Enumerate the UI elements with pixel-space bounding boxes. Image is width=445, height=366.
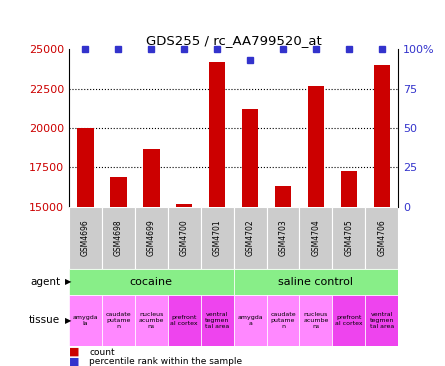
Bar [365, 207, 398, 269]
Text: prefront
al cortex: prefront al cortex [170, 315, 198, 326]
Bar [341, 171, 357, 207]
Bar [308, 86, 324, 207]
Text: amygda
la: amygda la [73, 315, 98, 326]
Bar [332, 295, 365, 346]
Bar [176, 203, 193, 207]
Bar [374, 65, 390, 207]
Text: ▶: ▶ [65, 316, 71, 325]
Text: agent: agent [30, 277, 60, 287]
Bar [242, 109, 258, 207]
Text: ■: ■ [69, 347, 80, 357]
Text: GSM4703: GSM4703 [279, 220, 287, 256]
Bar [234, 269, 398, 295]
Bar [201, 295, 234, 346]
Text: tissue: tissue [29, 315, 60, 325]
Text: GSM4704: GSM4704 [312, 220, 320, 256]
Bar [209, 62, 226, 207]
Text: saline control: saline control [279, 277, 353, 287]
Bar [332, 207, 365, 269]
Text: ventral
tegmen
tal area: ventral tegmen tal area [370, 312, 394, 329]
Text: ▶: ▶ [65, 277, 71, 286]
Text: GSM4696: GSM4696 [81, 220, 90, 256]
Bar [365, 295, 398, 346]
Title: GDS255 / rc_AA799520_at: GDS255 / rc_AA799520_at [146, 34, 321, 47]
Bar [299, 207, 332, 269]
Text: ventral
tegmen
tal area: ventral tegmen tal area [205, 312, 229, 329]
Bar [234, 207, 267, 269]
Text: nucleus
acumbe
ns: nucleus acumbe ns [303, 312, 329, 329]
Bar [69, 269, 234, 295]
Text: GSM4700: GSM4700 [180, 220, 189, 256]
Text: GSM4706: GSM4706 [377, 220, 386, 256]
Bar [110, 177, 127, 207]
Bar [234, 295, 267, 346]
Text: ■: ■ [69, 356, 80, 366]
Bar [275, 186, 291, 207]
Text: cocaine: cocaine [130, 277, 173, 287]
Text: percentile rank within the sample: percentile rank within the sample [89, 357, 242, 366]
Bar [267, 207, 299, 269]
Bar [102, 295, 135, 346]
Bar [69, 207, 102, 269]
Bar [135, 295, 168, 346]
Bar [201, 207, 234, 269]
Bar [135, 207, 168, 269]
Text: GSM4699: GSM4699 [147, 220, 156, 256]
Text: GSM4702: GSM4702 [246, 220, 255, 256]
Text: GSM4705: GSM4705 [344, 220, 353, 256]
Text: GSM4701: GSM4701 [213, 220, 222, 256]
Text: prefront
al cortex: prefront al cortex [335, 315, 363, 326]
Bar [168, 207, 201, 269]
Text: GSM4698: GSM4698 [114, 220, 123, 256]
Bar [168, 295, 201, 346]
Text: caudate
putame
n: caudate putame n [105, 312, 131, 329]
Bar [77, 128, 94, 207]
Text: count: count [89, 348, 115, 356]
Bar [299, 295, 332, 346]
Bar [143, 149, 160, 207]
Bar [102, 207, 135, 269]
Text: amygda
a: amygda a [237, 315, 263, 326]
Bar [267, 295, 299, 346]
Bar [69, 295, 102, 346]
Text: caudate
putame
n: caudate putame n [270, 312, 296, 329]
Text: nucleus
acumbe
ns: nucleus acumbe ns [138, 312, 164, 329]
